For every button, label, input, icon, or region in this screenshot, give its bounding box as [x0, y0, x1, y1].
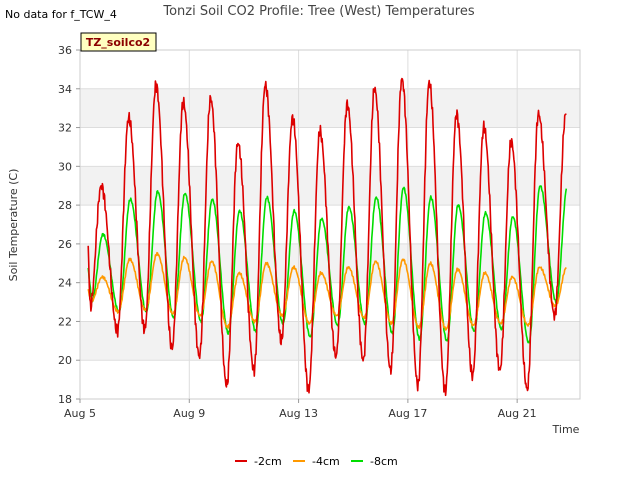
x-axis-ticks: Aug 5 Aug 9 Aug 13 Aug 17 Aug 21	[64, 399, 537, 420]
series-line--2cm	[87, 77, 567, 397]
plot-band	[80, 50, 580, 89]
legend-label--8cm: -8cm	[370, 455, 398, 468]
series-layer	[87, 77, 568, 397]
plot-band	[80, 127, 580, 167]
legend-label--2cm: -2cm	[254, 455, 282, 468]
plot-frame	[79, 49, 581, 400]
chart-title: Tonzi Soil CO2 Profile: Tree (West) Temp…	[162, 4, 475, 19]
y-axis-title: Soil Temperature (C)	[7, 169, 20, 282]
y-tick-label: 22	[58, 315, 72, 328]
legend-label--4cm: -4cm	[312, 455, 340, 468]
x-tick-label: Aug 9	[173, 407, 205, 420]
y-tick-label: 26	[58, 238, 72, 251]
y-tick-label: 20	[58, 354, 72, 367]
y-tick-label: 36	[58, 44, 72, 57]
y-tick-label: 30	[58, 160, 72, 173]
no-data-note: No data for f_TCW_4	[5, 8, 117, 21]
plot-band	[80, 88, 580, 128]
site-tag-box	[80, 32, 157, 52]
y-tick-label: 32	[58, 122, 72, 135]
plot-band	[80, 321, 580, 361]
x-tick-label: Aug 13	[279, 407, 318, 420]
x-axis-title: Time	[552, 423, 580, 436]
x-tick-label: Aug 17	[388, 407, 427, 420]
site-tag: TZ_soilco2	[80, 32, 157, 52]
series-line--8cm	[87, 185, 568, 344]
y-axis-ticks: 18 20 22 24 26 28 30 32 34 36	[58, 44, 80, 406]
y-tick-label: 18	[58, 393, 72, 406]
x-tick-label: Aug 21	[498, 407, 537, 420]
x-tick-label: Aug 5	[64, 407, 96, 420]
plot-background-bands	[80, 50, 580, 399]
y-tick-label: 24	[58, 277, 72, 290]
y-tick-label: 28	[58, 199, 72, 212]
y-tick-label: 34	[58, 83, 72, 96]
legend: -2cm -4cm -8cm	[235, 455, 398, 468]
site-tag-label: TZ_soilco2	[86, 36, 150, 49]
plot-band	[80, 360, 580, 399]
